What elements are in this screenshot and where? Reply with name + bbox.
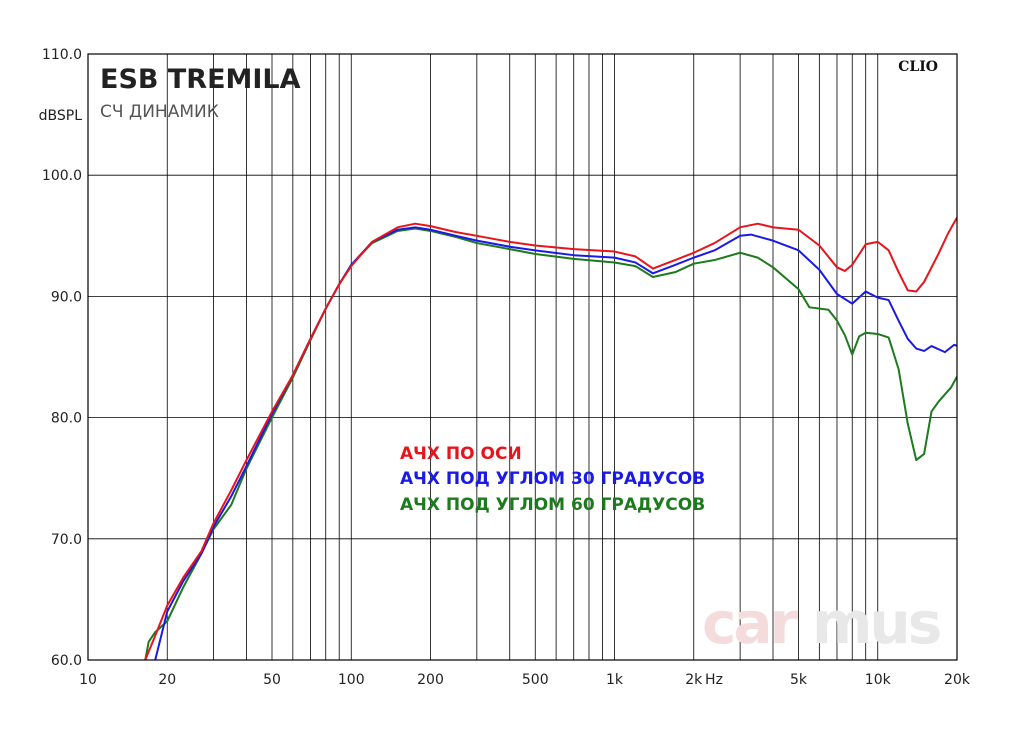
x-tick-label: 5k (790, 672, 808, 688)
x-tick-label: 10k (865, 672, 892, 688)
clio-brand: CLIO (898, 59, 938, 75)
chart-title: ESB TREMILA (100, 64, 301, 95)
x-tick-label: 1k (606, 672, 624, 688)
y-tick-label: 90.0 (51, 289, 82, 305)
x-tick-label: 2k (685, 672, 703, 688)
y-tick-label: 60.0 (51, 653, 82, 669)
grid (88, 54, 957, 660)
watermark-mus: mus (812, 589, 940, 657)
y-axis-label: dBSPL (39, 108, 83, 124)
x-tick-label: 20k (944, 672, 971, 688)
x-tick-label: 200 (417, 672, 444, 688)
series-line-3 (144, 227, 957, 660)
series-line-1 (144, 216, 957, 660)
x-tick-label: 50 (263, 672, 281, 688)
y-tick-label: 80.0 (51, 411, 82, 427)
y-tick-label: 100.0 (42, 168, 82, 184)
x-unit-label: Hz (705, 672, 723, 688)
series-lines (144, 216, 957, 660)
x-tick-label: 100 (338, 672, 365, 688)
chart-subtitle: СЧ ДИНАМИК (100, 102, 219, 122)
plot-frame (87, 53, 958, 661)
x-tick-label: 500 (522, 672, 549, 688)
legend-entry-60deg: АЧХ ПОД УГЛОМ 60 ГРАДУСОВ (400, 495, 705, 515)
x-tick-label: 10 (79, 672, 97, 688)
tick-labels: 10 20 50 100 200 500 1k 2k 5k 10k 20k 60.0 70.0 80.0 9… (42, 47, 971, 688)
legend-entry-axis: АЧХ ПО ОСИ (400, 444, 522, 464)
y-tick-label: 70.0 (51, 532, 82, 548)
x-tick-label: 20 (158, 672, 176, 688)
legend-entry-30deg: АЧХ ПОД УГЛОМ 30 ГРАДУСОВ (400, 469, 705, 489)
y-tick-label: 110.0 (42, 47, 82, 63)
plot-background (88, 54, 957, 660)
watermark-car: car (702, 589, 799, 657)
